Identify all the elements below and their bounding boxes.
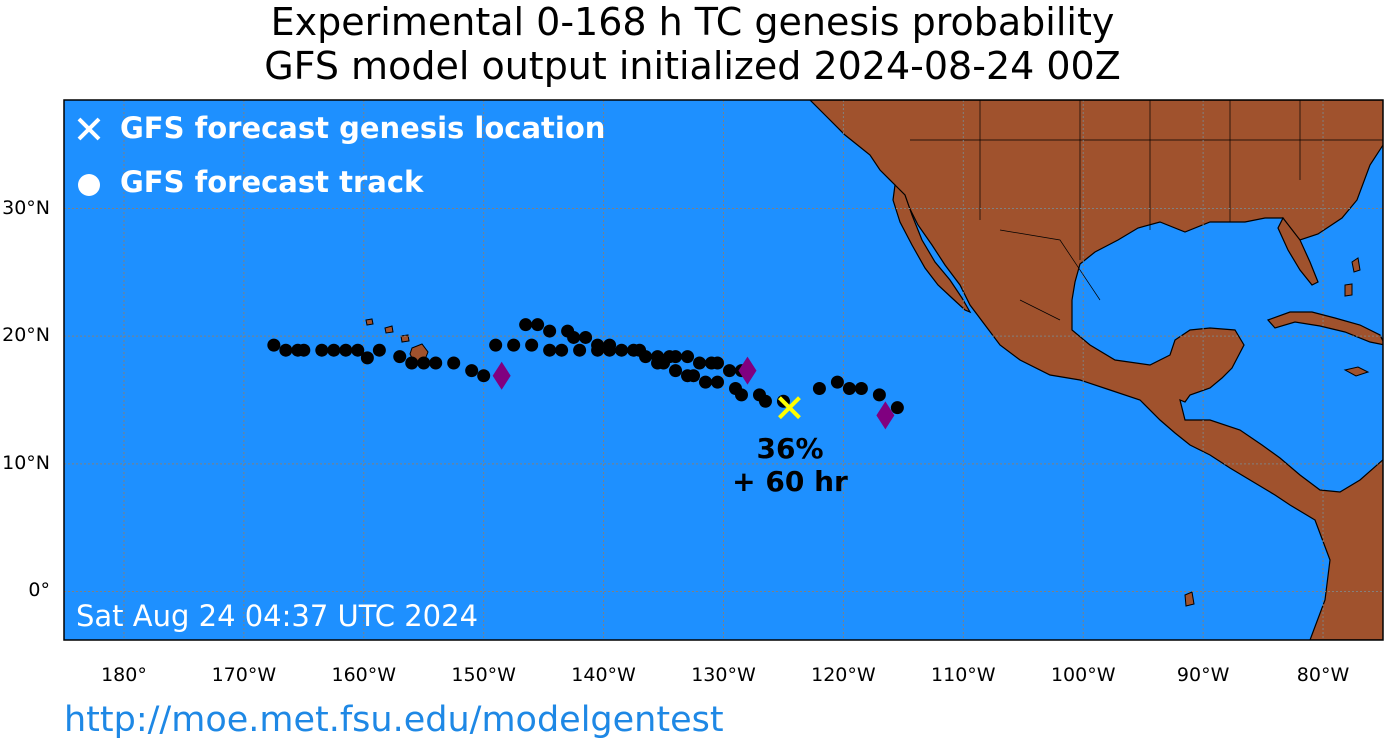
chart-title: Experimental 0-168 h TC genesis probabil… [270,0,1115,44]
lon-tick-label: 180° [101,664,147,686]
track-point [339,343,353,357]
track-point [890,401,904,415]
track-point [842,382,856,396]
lon-tick-label: 140°W [571,664,636,686]
track-point [758,394,772,408]
track-point [477,369,491,383]
land-cuba [1266,311,1383,346]
track-point [681,350,695,364]
track-point [393,350,407,364]
track-point [489,338,503,352]
track-point [591,343,605,357]
track-point [372,343,386,357]
legend-genesis-label: GFS forecast genesis location [120,111,605,145]
track-point [669,350,683,364]
land-baja-california [892,183,972,314]
track-point [297,343,311,357]
chart-subtitle: GFS model output initialized 2024-08-24 … [264,44,1121,88]
land-galapagos [1184,591,1195,607]
track-point [327,343,341,357]
track-point [812,382,826,396]
track-point [543,343,557,357]
lat-tick-label: 10°N [2,451,50,474]
legend-track-dot-icon [78,174,100,196]
track-point [465,364,479,378]
lon-tick-label: 150°W [451,664,516,686]
track-point [531,318,545,332]
track-point [567,330,581,344]
lon-tick-label: 130°W [691,664,756,686]
track-point [555,343,569,357]
state-boundaries [910,100,1383,321]
land-layer [365,100,1383,640]
track-point [417,356,431,370]
track-point [519,318,533,332]
land-hawaii-kauai [365,318,374,326]
track-point [405,356,419,370]
source-url-link[interactable]: http://moe.met.fsu.edu/modelgentest [64,700,724,740]
lon-tick-label: 80°W [1296,664,1350,686]
lon-tick-label: 90°W [1176,664,1230,686]
land-hawaii-maui [400,334,410,343]
genesis-x-icon [778,396,801,420]
track-point [579,330,593,344]
timestamp-label: Sat Aug 24 04:37 UTC 2024 [76,599,478,633]
legend-genesis-x-icon [77,117,101,141]
land-jamaica [1343,366,1370,377]
track-point [669,364,683,378]
track-point [639,350,653,364]
track-point [699,375,713,389]
track-point [447,356,461,370]
track-point [507,338,521,352]
lon-tick-label: 100°W [1050,664,1116,686]
forecast-track [267,318,904,415]
track-point [872,388,886,402]
track-point [722,364,736,378]
genesis-probability-label: 36% [756,432,823,465]
lat-tick-label: 20°N [2,324,50,347]
track-point [854,382,868,396]
land-florida [1277,216,1319,286]
track-diamonds [492,356,895,430]
track-point [360,351,374,365]
track-point [693,356,707,370]
lat-tick-label: 0° [28,579,50,602]
track-point [734,388,748,402]
track-point [711,356,725,370]
legend: GFS forecast genesis location GFS foreca… [77,111,605,199]
track-point [525,338,539,352]
track-point [687,369,701,383]
lon-tick-label: 120°W [811,664,876,686]
track-diamond-marker [738,356,757,385]
land-north-america [809,100,1383,640]
track-point [543,324,557,338]
track-diamond-marker [876,401,895,430]
lat-tick-label: 30°N [2,196,50,219]
land-bahamas [1344,257,1361,297]
track-point [279,343,293,357]
track-point [830,375,844,389]
track-point [603,343,617,357]
lon-tick-label: 110°W [931,664,996,686]
lon-tick-label: 170°W [211,664,277,686]
track-point [573,343,587,357]
track-point [315,343,329,357]
lon-tick-label: 160°W [331,664,397,686]
map-frame [63,99,1384,641]
genesis-lead-time-label: + 60 hr [732,465,848,498]
genesis-marker-group [778,396,801,420]
track-point [711,375,725,389]
track-point [351,343,365,357]
track-point [267,338,281,352]
track-point [429,356,443,370]
track-point [615,343,629,357]
legend-track-label: GFS forecast track [120,165,424,199]
land-hawaii-oahu [384,325,394,334]
track-diamond-marker [492,361,511,390]
